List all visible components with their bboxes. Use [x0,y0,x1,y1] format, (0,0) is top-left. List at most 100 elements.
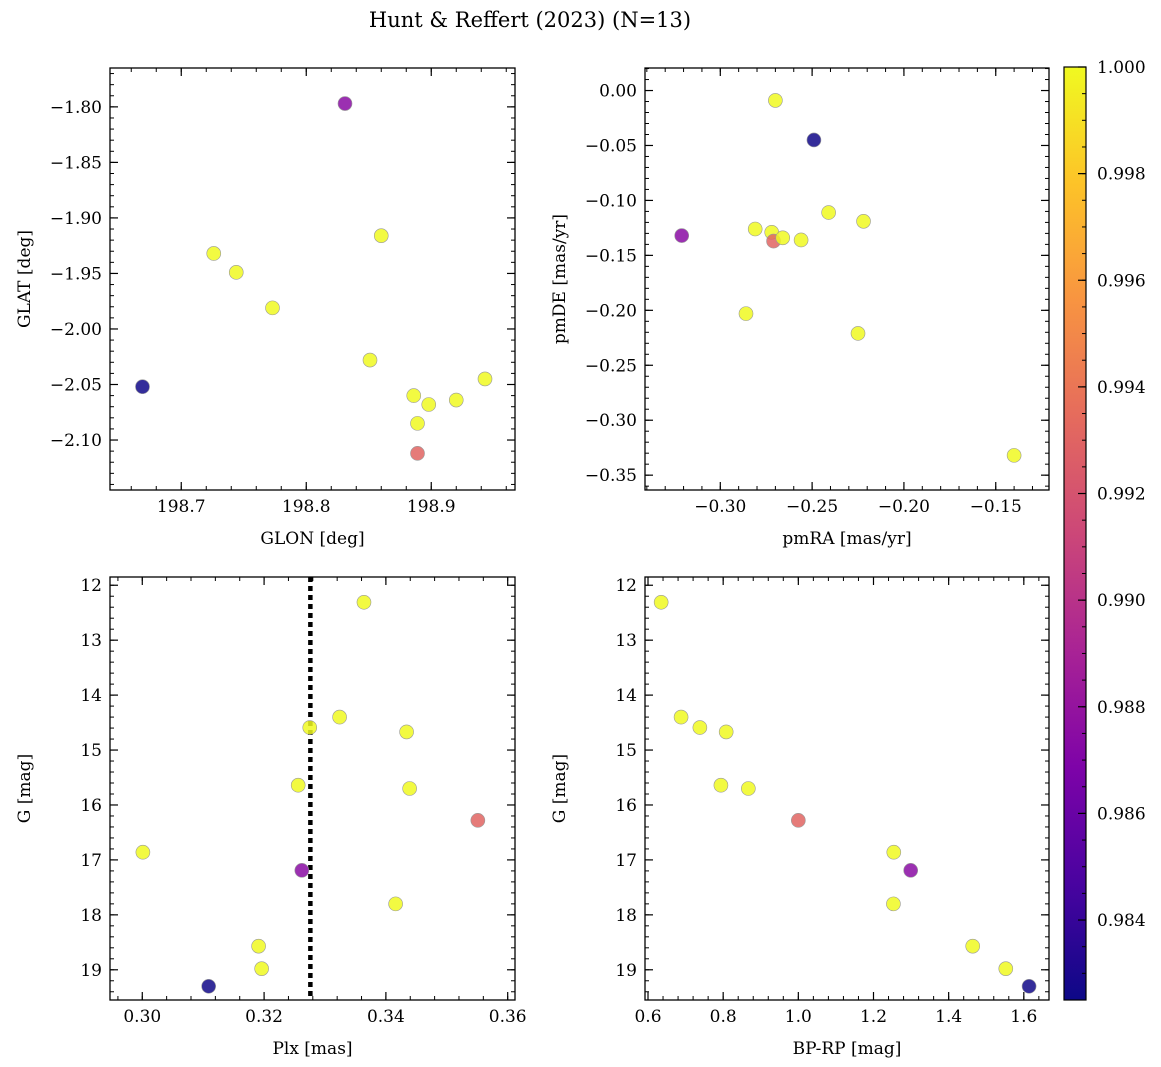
scatter-point [251,938,266,954]
scatter-point [410,416,425,431]
scatter-panel-top-right: −0.30 −0.25 −0.20 −0.15 −0.35 −0.30 −0.25 −0.20… [550,67,1050,549]
scatter-point [421,397,437,412]
y-tick-label: −2.05 [50,376,102,396]
scatter-point [768,93,783,108]
x-tick-label: −0.20 [878,497,930,517]
y-tick-label: −0.25 [585,356,637,376]
y-axis-label: pmDE [mas/yr] [550,214,570,344]
colorbar-tick-label: 0.992 [1097,485,1146,505]
y-tick-label: 0.00 [599,82,637,102]
x-tick-label: 1.6 [1010,1007,1037,1027]
y-tick-label: 13 [80,631,102,651]
scatter-panel-bottom-right: 0.6 0.8 1.0 1.2 1.4 1.6 12 13 14 15 16 17 18 19 BP-RP … [550,576,1050,1059]
y-tick-label: 15 [80,741,102,761]
scatter-point [903,863,919,878]
scatter-point [998,961,1014,976]
y-tick-label: 18 [615,906,637,926]
scatter-point [135,379,150,395]
x-tick-label: −0.15 [970,497,1022,517]
x-axis-label: Plx [mas] [272,1039,352,1059]
scatter-point [738,306,754,321]
x-axis-label: BP-RP [mag] [793,1039,902,1059]
scatter-point [254,961,269,976]
y-tick-label: −1.80 [50,98,102,118]
y-axis-label: GLAT [deg] [15,230,35,328]
colorbar-tick-label: 1.000 [1097,58,1146,78]
scatter-point [791,813,806,828]
x-axis-label: pmRA [mas/yr] [782,529,911,549]
colorbar-tick-label: 0.990 [1097,591,1146,611]
scatter-point [713,777,729,793]
scatter-point [388,896,403,912]
scatter-point [337,96,353,111]
scatter-point [886,844,902,860]
scatter-point [850,326,866,341]
scatter-point [653,594,669,610]
x-tick-label: 0.6 [634,1007,661,1027]
scatter-point [470,813,486,828]
y-tick-label: −0.35 [585,466,637,486]
y-tick-label: 14 [80,686,102,706]
x-tick-label: 0.8 [710,1007,737,1027]
y-tick-label: −0.05 [585,136,637,156]
y-tick-label: 18 [80,906,102,926]
scatter-point [399,724,414,740]
colorbar-tick-label: 0.994 [1097,378,1146,398]
colorbar-tick-label: 0.984 [1097,911,1146,931]
scatter-point [741,781,756,796]
x-tick-label: −0.30 [694,497,746,517]
scatter-point [228,265,244,280]
scatter-point [410,446,425,461]
scatter-point [856,214,871,229]
scatter-point [332,709,347,725]
scatter-point [448,392,464,408]
scatter-point [673,709,689,725]
scatter-point [373,228,389,243]
scatter-point [692,720,708,735]
x-tick-label: 198.8 [282,497,331,517]
y-tick-label: 15 [615,741,637,761]
x-tick-label: 198.7 [157,497,206,517]
y-tick-label: −2.00 [50,320,102,340]
y-tick-label: −0.10 [585,191,637,211]
plot-frame [109,67,516,491]
scatter-point [775,230,791,246]
y-tick-label: 13 [615,631,637,651]
colorbar-gradient [1063,66,1087,1001]
y-tick-label: 12 [615,576,637,596]
y-tick-label: 19 [80,961,102,981]
colorbar-tick-label: 0.998 [1097,165,1146,185]
colorbar-tick-label: 0.996 [1097,271,1146,291]
scatter-point [821,205,836,220]
scatter-point [806,132,822,148]
scatter-point [362,352,378,368]
scatter-point [290,777,306,793]
x-tick-label: 0.30 [123,1007,161,1027]
y-tick-label: 16 [80,796,102,816]
scatter-point [356,594,372,610]
y-axis-label: G [mag] [550,754,570,823]
scatter-point [477,371,493,387]
y-tick-label: 14 [615,686,637,706]
y-tick-label: 19 [615,961,637,981]
colorbar-tick-label: 0.986 [1097,804,1146,824]
y-tick-label: −1.90 [50,209,102,229]
x-tick-label: 1.2 [860,1007,887,1027]
plot-frame [644,576,1050,1001]
y-tick-label: −1.95 [50,264,102,284]
scatter-point [206,246,222,261]
x-tick-label: −0.25 [786,497,838,517]
x-tick-label: 0.34 [367,1007,405,1027]
colorbar: 0.984 0.986 0.988 0.990 0.992 0.994 0.996 0.998… [1063,58,1146,1001]
scatter-point [793,232,809,248]
figure-title: Hunt & Reffert (2023) (N=13) [369,8,691,32]
scatter-point [1006,448,1022,463]
y-tick-label: 17 [80,851,102,871]
scatter-point [265,300,280,316]
scatter-point [965,938,981,954]
plot-panels: 198.7 198.8 198.9 −2.10 −2.05 −2.00 −1.95 −1.90… [15,67,1050,1059]
x-axis-label: GLON [deg] [260,529,364,549]
scatter-point [406,388,422,403]
plot-frame [644,67,1050,491]
